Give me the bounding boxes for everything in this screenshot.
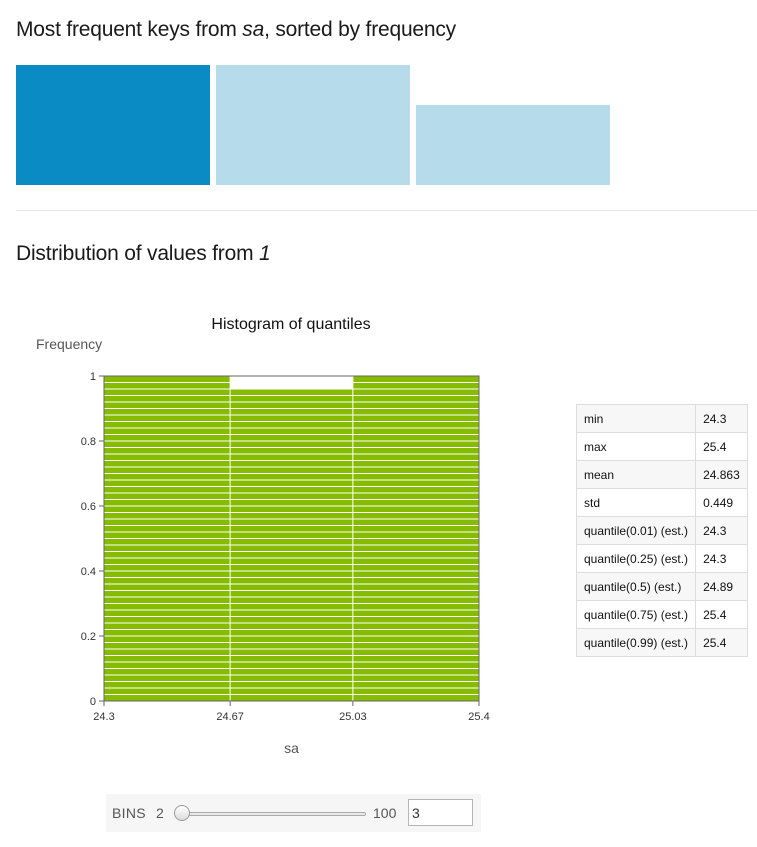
stat-value: 25.4 [695, 628, 748, 657]
stats-row: quantile(0.5) (est.) 24.89 [575, 572, 748, 601]
frequent-keys-chart [16, 65, 610, 185]
histogram-y-tick-label: 0 [90, 696, 96, 708]
stats-table: min 24.3 max 25.4 mean 24.863 std 0.449 quantile… [575, 404, 748, 657]
stat-label: quantile(0.75) (est.) [575, 600, 697, 629]
stats-row: quantile(0.01) (est.) 24.3 [575, 516, 748, 545]
stat-value: 24.863 [695, 460, 748, 489]
bins-control: BINS 2 100 [106, 794, 481, 832]
stats-row: std 0.449 [575, 488, 748, 517]
bins-max-label: 100 [373, 805, 397, 821]
stat-label: quantile(0.99) (est.) [575, 628, 697, 657]
stats-row: min 24.3 [575, 404, 748, 433]
histogram-title: Histogram of quantiles [211, 316, 370, 333]
stats-row: quantile(0.75) (est.) 25.4 [575, 600, 748, 629]
stats-row: quantile(0.25) (est.) 24.3 [575, 544, 748, 573]
distribution-section-title: Distribution of values from 1 [16, 242, 271, 265]
histogram-x-axis-label: sa [284, 740, 299, 756]
stat-value: 24.3 [695, 516, 748, 545]
stats-row: mean 24.863 [575, 460, 748, 489]
stat-value: 25.4 [695, 432, 748, 461]
stats-row: max 25.4 [575, 432, 748, 461]
stat-label: mean [575, 460, 697, 489]
histogram-y-tick-label: 0.4 [81, 566, 96, 578]
histogram-y-tick-label: 0.8 [81, 436, 96, 448]
stat-value: 25.4 [695, 600, 748, 629]
bins-slider-track[interactable] [176, 812, 366, 816]
stat-label: quantile(0.5) (est.) [575, 572, 697, 601]
bins-min-label: 2 [156, 805, 164, 821]
bins-slider-thumb[interactable] [173, 805, 190, 821]
stat-value: 24.89 [695, 572, 748, 601]
histogram-y-axis-label: Frequency [36, 336, 102, 352]
stat-value: 24.3 [695, 404, 748, 433]
histogram-y-tick-label: 0.2 [81, 631, 96, 643]
stat-value: 24.3 [695, 544, 748, 573]
frequency-title-key: sa [242, 18, 265, 41]
stat-label: min [575, 404, 697, 433]
stat-label: std [575, 488, 697, 517]
frequent-key-bar-2[interactable] [216, 65, 410, 185]
histogram-frame [103, 375, 480, 702]
histogram-gridlines [104, 375, 479, 702]
frequent-key-bar-3[interactable] [416, 105, 610, 185]
bins-input[interactable] [408, 799, 473, 826]
stat-label: max [575, 432, 697, 461]
section-divider [16, 210, 757, 211]
stats-row: quantile(0.99) (est.) 25.4 [575, 628, 748, 657]
frequency-section-title: Most frequent keys from sa, sorted by fr… [16, 18, 456, 41]
stat-value: 0.449 [695, 488, 748, 517]
histogram-x-tick-label: 24.67 [216, 711, 244, 723]
histogram-y-tick-label: 0.6 [81, 501, 96, 513]
histogram-chart: Histogram of quantiles Frequency 0 0.2 0.4 0.… [36, 316, 490, 756]
distribution-title-key: 1 [259, 242, 271, 265]
stat-label: quantile(0.01) (est.) [575, 516, 697, 545]
histogram-x-tick-label: 25.03 [339, 711, 367, 723]
frequent-key-bar-1[interactable] [16, 65, 210, 185]
histogram-y-tick-label: 1 [90, 371, 96, 383]
bins-label: BINS [112, 805, 146, 821]
stat-label: quantile(0.25) (est.) [575, 544, 697, 573]
histogram-x-tick-label: 24.3 [93, 711, 114, 723]
histogram-x-tick-label: 25.4 [468, 711, 489, 723]
